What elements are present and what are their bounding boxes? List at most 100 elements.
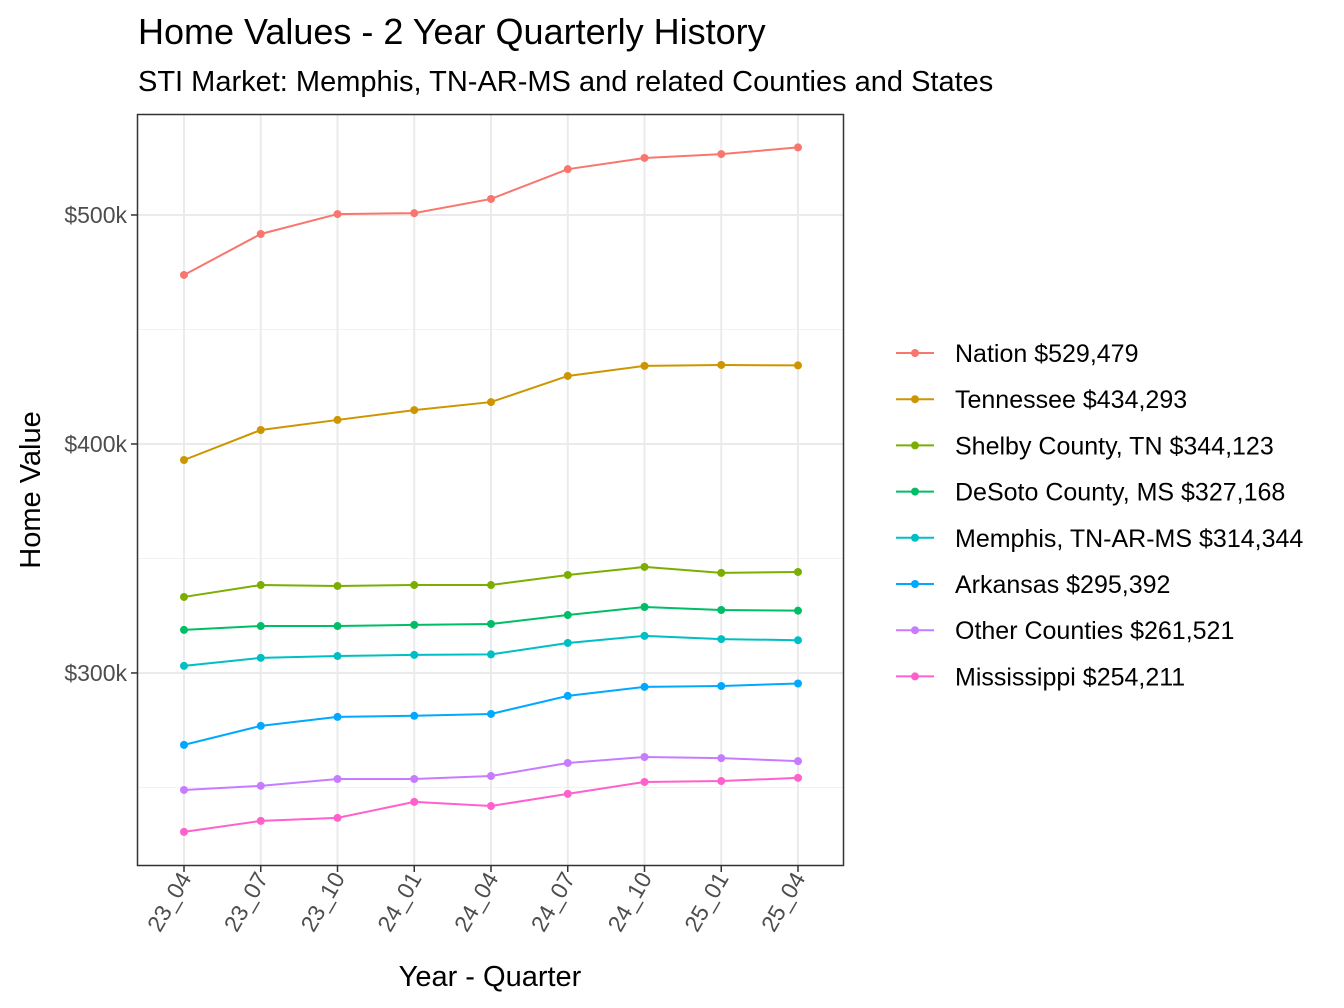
data-point (794, 143, 802, 152)
data-point (563, 638, 572, 647)
data-point (180, 740, 188, 749)
data-point (333, 813, 342, 822)
series-2 (180, 562, 802, 601)
series-7 (180, 773, 802, 836)
data-point (333, 652, 342, 661)
data-point (487, 194, 495, 203)
legend-item: Shelby County, TN $344,123 (896, 432, 1274, 460)
legend-item: Arkansas $295,392 (896, 571, 1170, 599)
y-tick-label: $400k (64, 431, 127, 457)
legend-label: DeSoto County, MS $327,168 (955, 479, 1285, 507)
data-point (256, 581, 265, 590)
legend-key-point (911, 580, 919, 588)
data-point (640, 153, 649, 162)
data-point (563, 165, 572, 174)
data-point (487, 619, 495, 628)
data-point (640, 753, 649, 762)
data-point (717, 682, 726, 691)
data-point (180, 661, 188, 670)
data-point (640, 777, 649, 786)
series-1 (180, 360, 802, 465)
legend-item: Memphis, TN-AR-MS $314,344 (896, 525, 1303, 553)
chart-subtitle: STI Market: Memphis, TN-AR-MS and relate… (138, 66, 993, 98)
legend-item: Mississippi $254,211 (896, 663, 1185, 691)
x-tick-label: 23_07 (219, 868, 274, 936)
series-5 (180, 679, 802, 749)
data-point (333, 712, 342, 721)
data-point (563, 570, 572, 579)
data-point (410, 797, 419, 806)
data-point (410, 406, 419, 415)
plot-border (136, 113, 845, 867)
y-tick-label: $500k (64, 202, 127, 228)
data-point (717, 360, 726, 369)
legend-key-point (911, 441, 919, 450)
legend-label: Mississippi $254,211 (955, 663, 1185, 691)
data-point (794, 679, 802, 688)
data-point (487, 772, 495, 781)
data-point (180, 456, 188, 465)
x-tick-label: 24_10 (602, 868, 657, 936)
data-point (563, 789, 572, 798)
data-point (410, 620, 419, 629)
data-point (410, 774, 419, 783)
legend-key-point (911, 672, 919, 681)
data-point (640, 682, 649, 691)
data-point (333, 774, 342, 783)
data-point (717, 777, 726, 786)
x-axis-label: Year - Quarter (399, 961, 582, 993)
data-point (256, 622, 265, 631)
data-point (256, 721, 265, 730)
data-point (794, 636, 802, 645)
data-point (563, 691, 572, 700)
data-point (794, 757, 802, 766)
data-point (717, 568, 726, 577)
data-point (487, 650, 495, 659)
x-tick-label: 23_04 (142, 867, 197, 936)
legend-key-point (911, 533, 919, 542)
x-tick-label: 24_01 (372, 868, 427, 936)
x-tick-label: 24_04 (449, 867, 504, 936)
y-axis-label: Home Value (15, 411, 47, 568)
legend-label: Other Counties $261,521 (955, 617, 1234, 645)
data-point (794, 361, 802, 370)
legend-key-point (911, 395, 919, 404)
legend-label: Memphis, TN-AR-MS $314,344 (955, 525, 1303, 553)
chart-title: Home Values - 2 Year Quarterly History (138, 11, 766, 52)
data-point (640, 361, 649, 370)
data-point (256, 816, 265, 825)
data-point (256, 653, 265, 662)
legend-item: DeSoto County, MS $327,168 (896, 479, 1285, 507)
data-point (333, 622, 342, 631)
series-lines (180, 143, 802, 836)
series-6 (180, 753, 802, 794)
legend-key-point (911, 626, 919, 635)
x-axis: 23_04 23_07 23_10 24_01 24_04 24_07 24_10 25_01… (142, 866, 811, 936)
series-4 (180, 631, 802, 670)
data-point (333, 415, 342, 424)
data-point (717, 635, 726, 644)
grid (137, 114, 844, 866)
data-point (410, 711, 419, 720)
data-point (640, 631, 649, 640)
data-point (563, 371, 572, 380)
legend-key-point (911, 487, 919, 496)
data-point (333, 210, 342, 219)
data-point (256, 229, 265, 238)
series-0 (180, 143, 802, 279)
x-tick-label: 23_10 (295, 868, 350, 936)
legend-key-point (911, 349, 919, 357)
data-point (410, 209, 419, 218)
legend-label: Tennessee $434,293 (955, 386, 1187, 414)
data-point (180, 785, 188, 794)
legend-item: Nation $529,479 (896, 340, 1138, 368)
legend-label: Nation $529,479 (955, 340, 1138, 368)
data-point (180, 827, 188, 836)
data-point (717, 605, 726, 614)
data-point (563, 611, 572, 620)
legend: Nation $529,479 Tennessee $434,293 Shelby … (896, 340, 1303, 691)
x-tick-label: 25_04 (756, 867, 811, 936)
legend-label: Arkansas $295,392 (955, 571, 1170, 599)
data-point (640, 603, 649, 612)
